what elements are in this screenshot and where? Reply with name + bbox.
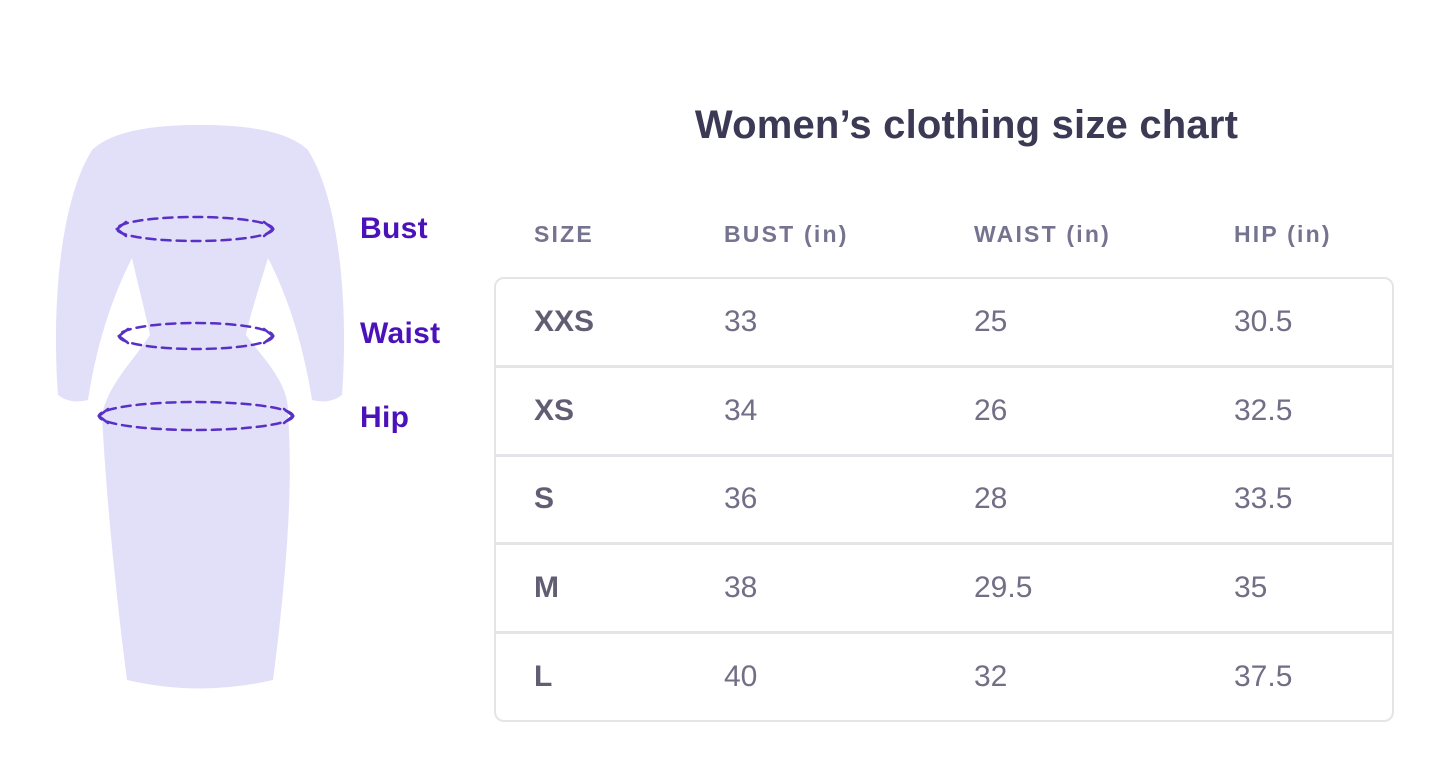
cell-bust: 38 [724,571,758,605]
page-title: Women’s clothing size chart [694,103,1239,147]
cell-waist: 25 [974,304,1008,338]
column-header-waist: WAIST (in) [974,220,1111,247]
cell-size: XXS [534,304,595,338]
table-row-xs: XS 34 26 32.5 [496,364,1392,454]
cell-size: XS [534,393,575,427]
hip-measure-line [96,400,296,432]
cell-size: L [534,660,553,694]
table-header: SIZE BUST (in) WAIST (in) HIP (in) [494,217,1394,251]
cell-bust: 34 [724,393,758,427]
column-header-bust: BUST (in) [724,220,849,247]
hip-label: Hip [360,401,410,434]
cell-bust: 36 [724,482,758,516]
table-row-m: M 38 29.5 35 [496,542,1392,631]
cell-hip: 35 [1234,571,1268,605]
cell-bust: 33 [724,304,758,338]
cell-hip: 32.5 [1234,393,1293,427]
cell-waist: 29.5 [974,571,1033,605]
table-row-l: L 40 32 37.5 [496,631,1392,720]
column-header-size: SIZE [534,220,594,247]
cell-size: S [534,482,555,516]
cell-size: M [534,571,559,605]
column-header-hip: HIP (in) [1234,220,1332,247]
cell-bust: 40 [724,660,758,694]
waist-measure-line [116,321,276,351]
cell-hip: 33.5 [1234,482,1293,516]
table-row-s: S 36 28 33.5 [496,453,1392,543]
dress-illustration [55,125,345,689]
cell-hip: 37.5 [1234,660,1293,694]
waist-label: Waist [360,317,441,350]
bust-measure-line [114,215,276,243]
bust-label: Bust [360,212,428,245]
table-row-xxs: XXS 33 25 30.5 [496,279,1392,365]
dress-silhouette [55,125,345,689]
cell-waist: 32 [974,660,1008,694]
cell-waist: 28 [974,482,1008,516]
cell-waist: 26 [974,393,1008,427]
cell-hip: 30.5 [1234,304,1293,338]
size-table: XXS 33 25 30.5 XS 34 26 32.5 S 36 28 33.… [494,277,1394,722]
